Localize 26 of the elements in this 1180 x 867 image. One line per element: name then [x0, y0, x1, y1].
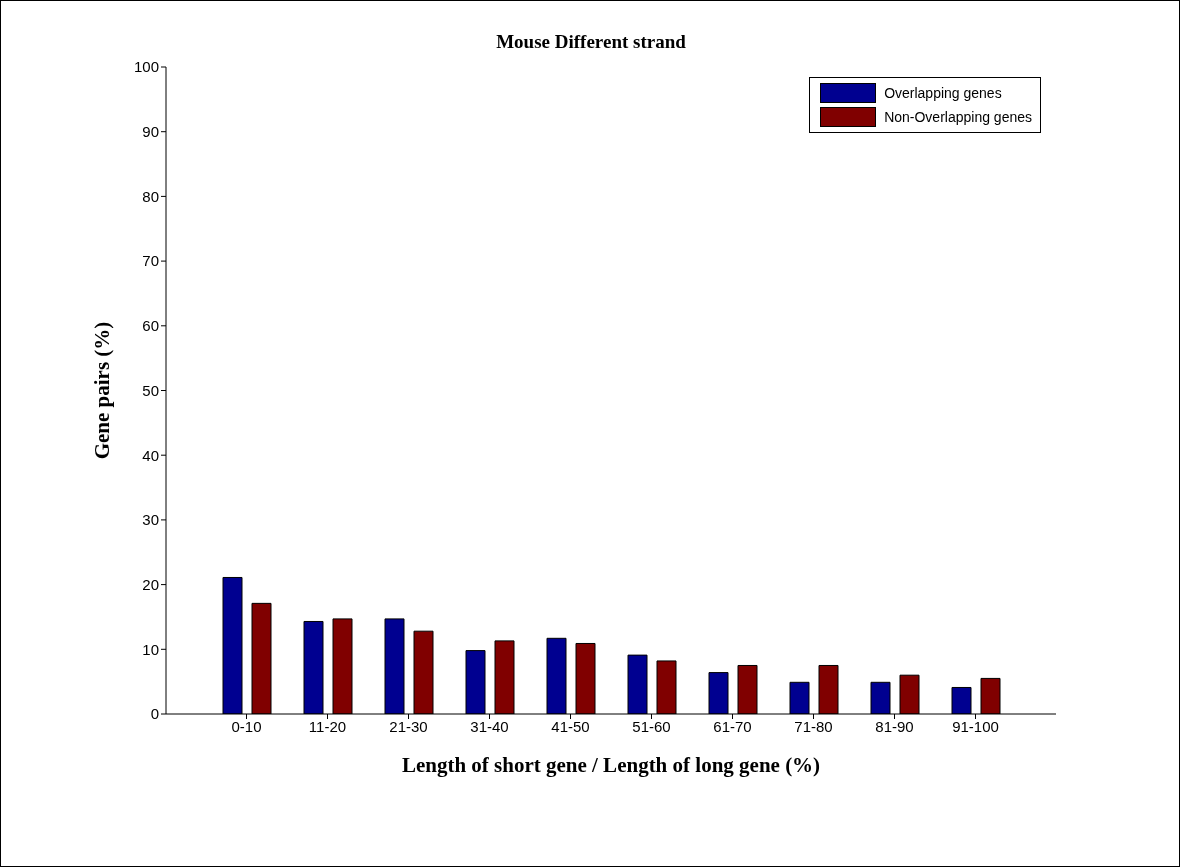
- y-tick-label: 90: [142, 123, 159, 141]
- x-tick-label: 91-100: [952, 717, 999, 735]
- y-tick-label: 100: [133, 58, 159, 76]
- x-axis-title: Length of short gene / Length of long gene (%): [401, 753, 821, 777]
- chart-title: Mouse Different strand: [495, 31, 687, 53]
- x-tick-label: 71-80: [794, 717, 833, 735]
- y-axis-title: Gene pairs (%): [90, 321, 115, 460]
- x-tick-label: 61-70: [713, 717, 752, 735]
- x-tick-label: 81-90: [875, 717, 914, 735]
- x-tick-label: 31-40: [470, 717, 509, 735]
- y-tick-label: 0: [150, 705, 159, 723]
- y-tick-label: 50: [142, 381, 159, 399]
- legend-label: Overlapping genes: [884, 85, 1002, 101]
- y-tick-label: 80: [142, 187, 159, 205]
- y-tick-label: 40: [142, 446, 159, 464]
- y-tick-label: 30: [142, 511, 159, 529]
- x-tick-label: 51-60: [632, 717, 671, 735]
- x-tick-label: 11-20: [308, 717, 347, 735]
- x-tick-label: 41-50: [551, 717, 590, 735]
- legend-label: Non-Overlapping genes: [884, 109, 1032, 125]
- y-tick-label: 10: [142, 640, 159, 658]
- x-tick-label: 0-10: [231, 717, 262, 735]
- y-tick-label: 70: [142, 252, 159, 270]
- y-tick-label: 20: [142, 575, 159, 593]
- x-tick-label: 21-30: [389, 717, 428, 735]
- y-tick-label: 60: [142, 317, 159, 335]
